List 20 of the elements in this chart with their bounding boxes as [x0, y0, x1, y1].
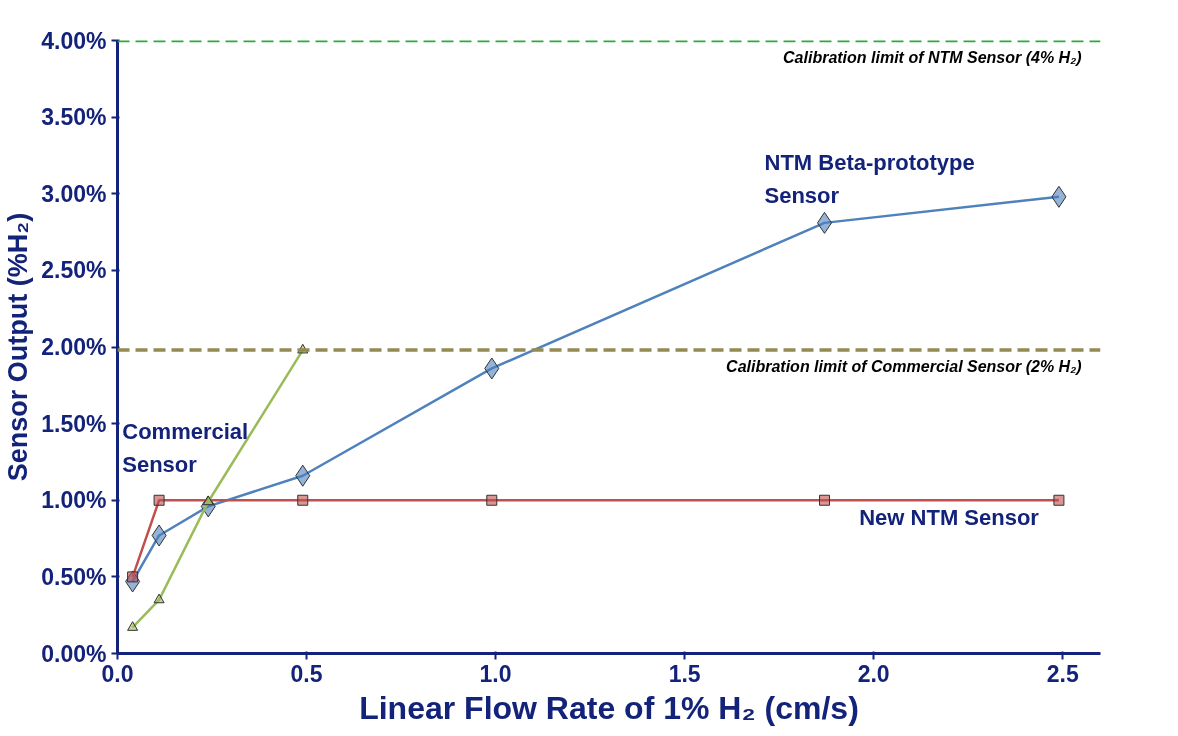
y-tick-label: 2.00% [41, 334, 107, 360]
x-axis-title: Linear Flow Rate of 1% H₂ (cm/s) [359, 689, 859, 726]
y-tick-label: 1.50% [41, 410, 107, 437]
x-tick-label: 0.5 [290, 660, 323, 687]
y-tick-label: 3.50% [41, 104, 107, 131]
y-tick-label: 1.00% [41, 487, 107, 514]
ref-line-label: Calibration limit of NTM Sensor (4% H₂) [783, 48, 1082, 66]
annotation: Commercial Sensor [122, 419, 249, 477]
x-tick-label: 1.5 [668, 660, 701, 687]
y-tick-label: 3.00% [41, 180, 107, 207]
x-tick-label: 2.0 [857, 660, 890, 687]
y-axis-title: Sensor Output (%H₂) [3, 212, 34, 482]
x-tick-label: 2.5 [1046, 660, 1079, 687]
y-tick-label: 0.50% [41, 563, 107, 590]
annotation: New NTM Sensor [859, 505, 1040, 531]
annotation: NTM Beta-prototype Sensor [764, 150, 975, 208]
x-tick-label: 1.0 [479, 660, 512, 687]
ref-line-label: Calibration limit of Commercial Sensor (2% H₂) [726, 358, 1082, 376]
y-tick-label: 4.00% [41, 27, 107, 54]
y-tick-label: 2.50% [41, 257, 107, 284]
